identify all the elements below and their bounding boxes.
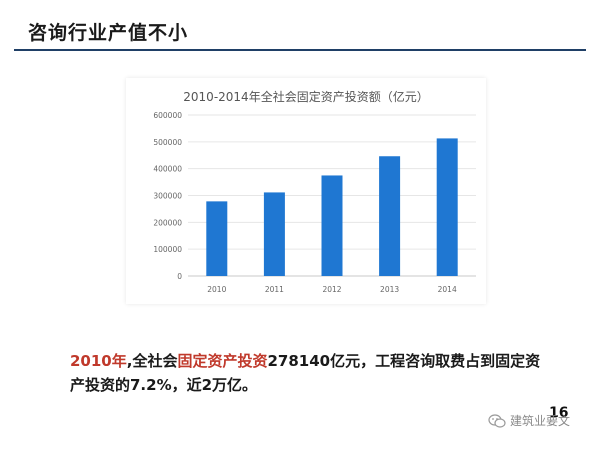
slide-title: 咨询行业产值不小 xyxy=(28,22,189,44)
x-tick-label: 2011 xyxy=(265,285,284,294)
chart-title: 2010-2014年全社会固定资产投资额（亿元） xyxy=(183,89,428,104)
x-tick-label: 2013 xyxy=(380,285,399,294)
summary-segment-1: ,全社会 xyxy=(126,352,178,370)
y-tick-label: 300000 xyxy=(153,192,182,201)
title-divider xyxy=(14,49,586,51)
page-number: 16 xyxy=(549,405,569,421)
bar-chart: 2010-2014年全社会固定资产投资额（亿元） 0 100000 200000 30… xyxy=(153,89,476,294)
bar-2014 xyxy=(436,138,458,276)
summary-year: 2010年 xyxy=(70,352,127,370)
y-tick-label: 500000 xyxy=(153,138,182,147)
y-tick-label: 200000 xyxy=(153,218,182,227)
summary-text: 2010年,全社会固定资产投资278140亿元，工程咨询取费占到固定资产投资的7… xyxy=(70,349,550,397)
bar-2013 xyxy=(379,156,401,276)
watermark: 建筑业要文 xyxy=(488,412,570,429)
x-tick-label: 2010 xyxy=(207,285,226,294)
summary-highlight: 固定资产投资 xyxy=(177,352,268,370)
bar-2011 xyxy=(263,192,285,276)
y-tick-label: 0 xyxy=(177,272,182,281)
y-tick-label: 400000 xyxy=(153,165,182,174)
x-tick-label: 2014 xyxy=(438,285,457,294)
bar-2010 xyxy=(206,201,228,276)
x-axis-tick-labels: 2010 2011 2012 2013 2014 xyxy=(207,285,457,294)
y-axis-tick-labels: 0 100000 200000 300000 400000 500000 600000 xyxy=(153,111,182,281)
bar-2012 xyxy=(321,175,343,276)
watermark-text: 建筑业要文 xyxy=(510,414,571,428)
x-tick-label: 2012 xyxy=(322,285,341,294)
chart-panel: 2010-2014年全社会固定资产投资额（亿元） 0 100000 200000 30… xyxy=(126,78,486,304)
summary-segment-2: 278140亿元，工程咨询取费占到固定资产投资的7.2%，近2万亿。 xyxy=(70,352,541,394)
y-tick-label: 600000 xyxy=(153,111,182,120)
y-tick-label: 100000 xyxy=(153,245,182,254)
wechat-icon xyxy=(488,413,506,428)
bars xyxy=(206,138,458,276)
